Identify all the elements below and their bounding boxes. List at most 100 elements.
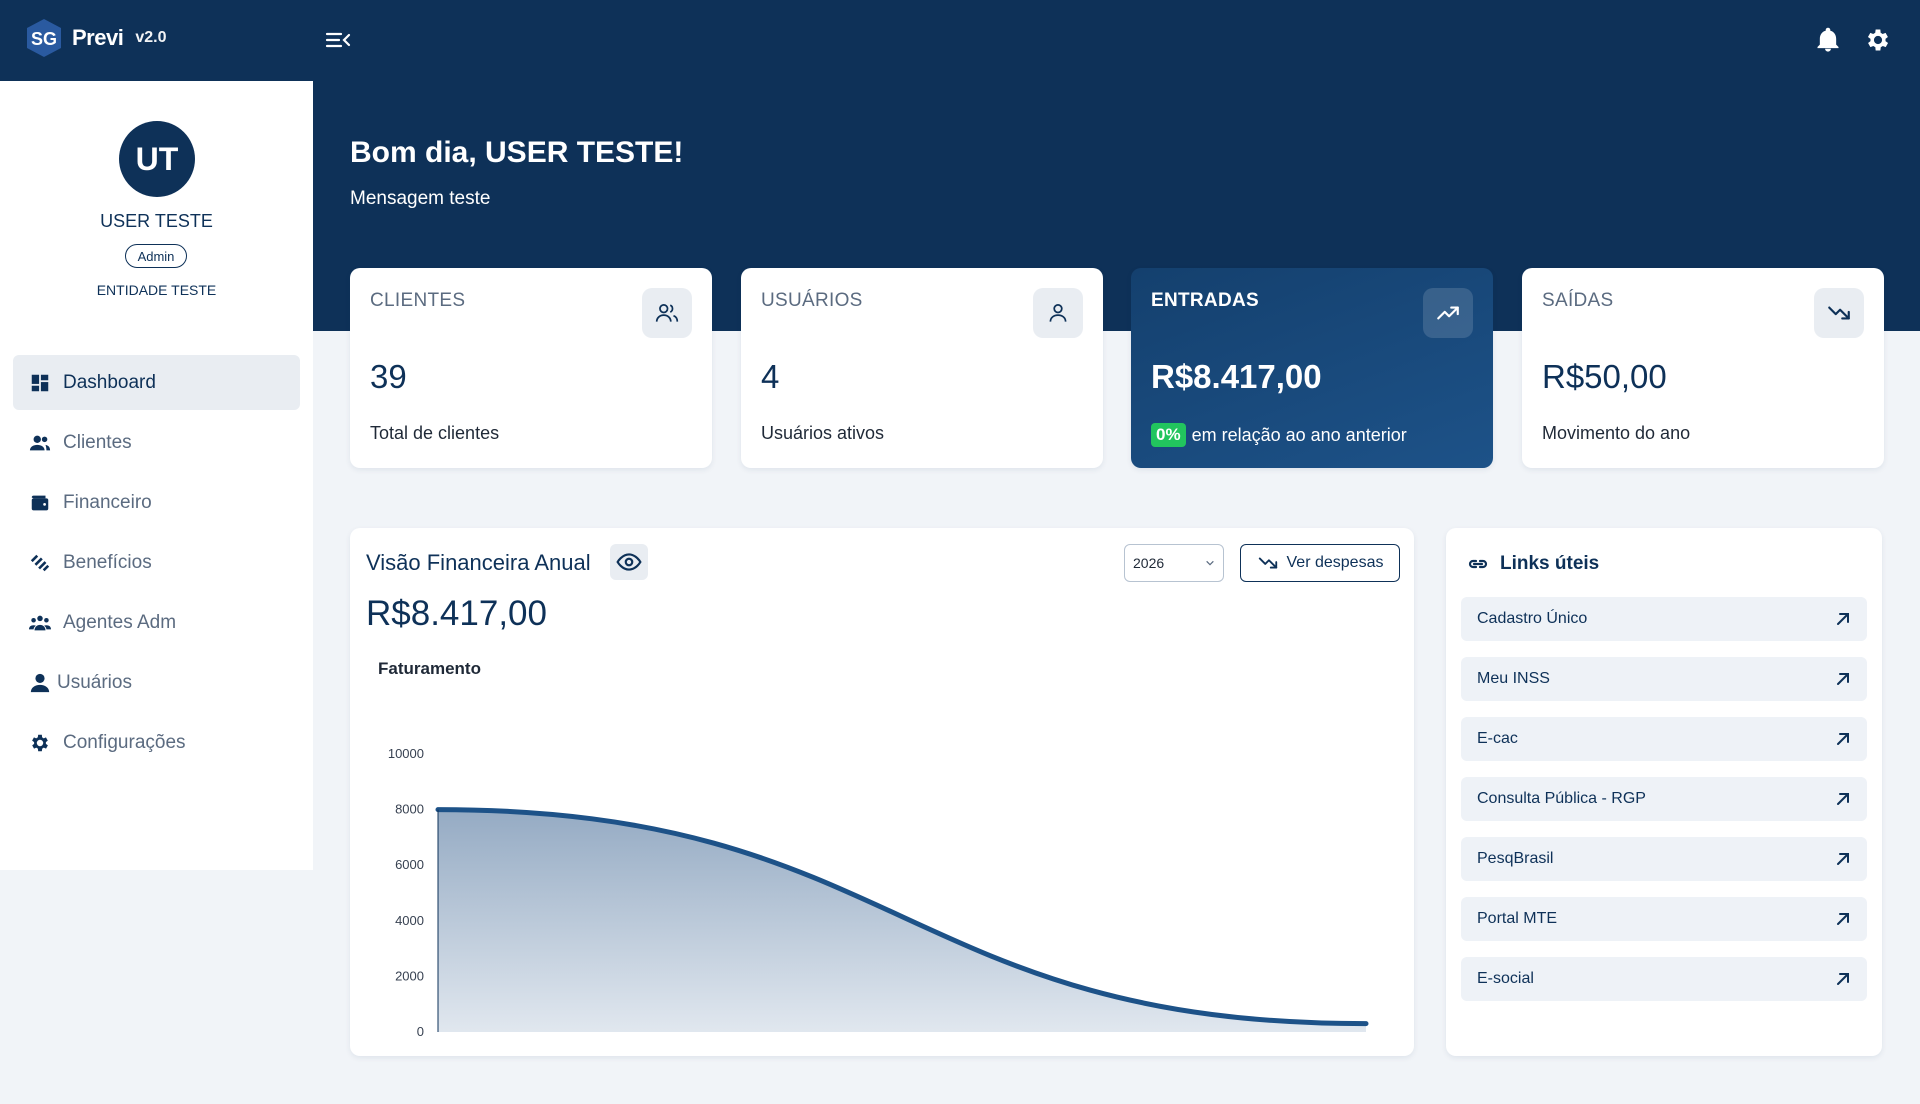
card-subtitle: Usuários ativos: [761, 423, 885, 443]
link-cadastro-unico[interactable]: Cadastro Único: [1461, 597, 1867, 641]
link-consulta-publica-rgp[interactable]: Consulta Pública - RGP: [1461, 777, 1867, 821]
sidebar-item-usuarios[interactable]: Usuários: [13, 655, 300, 710]
external-link-icon: [1837, 673, 1849, 685]
sidebar-item-label: Configurações: [63, 731, 186, 753]
gear-icon[interactable]: [1864, 26, 1892, 54]
bell-icon[interactable]: [1814, 26, 1842, 54]
card-title: ENTRADAS: [1151, 290, 1259, 311]
external-link-icon: [1837, 853, 1849, 865]
link-label: Portal MTE: [1477, 910, 1558, 927]
external-link-icon: [1837, 793, 1849, 805]
sidebar-item-agentes-adm[interactable]: Agentes Adm: [13, 595, 300, 650]
user-entity: ENTIDADE TESTE: [96, 282, 217, 298]
card-title: USUÁRIOS: [761, 290, 863, 311]
links-title: Links úteis: [1500, 553, 1600, 574]
view-expenses-label: Ver despesas: [1286, 554, 1384, 571]
agents-icon: [29, 615, 51, 630]
chart-title: Faturamento: [378, 659, 481, 678]
y-tick-label: 2000: [395, 968, 424, 983]
sidebar: UT USER TESTE Admin ENTIDADE TESTE Dashb…: [0, 81, 313, 870]
benefits-icon: [30, 554, 50, 571]
wallet-icon: [31, 495, 49, 510]
sidebar-item-label: Agentes Adm: [63, 611, 177, 633]
external-link-icon: [1837, 913, 1849, 925]
dashboard-icon: [31, 374, 49, 391]
link-portal-mte[interactable]: Portal MTE: [1461, 897, 1867, 941]
sidebar-item-dashboard[interactable]: Dashboard: [13, 355, 300, 410]
chart-area: [438, 809, 1366, 1032]
role-badge: Admin: [125, 244, 187, 268]
toggle-visibility-button[interactable]: [610, 544, 648, 580]
avatar[interactable]: UT: [119, 121, 195, 197]
eye-icon: [616, 553, 642, 571]
stat-card-usuarios: USUÁRIOS 4 Usuários ativos: [741, 268, 1103, 468]
link-e-social[interactable]: E-social: [1461, 957, 1867, 1001]
sidebar-item-financeiro[interactable]: Financeiro: [13, 475, 300, 530]
trend-down-icon: [1258, 557, 1277, 569]
view-expenses-button[interactable]: Ver despesas: [1240, 544, 1400, 582]
card-title: CLIENTES: [370, 290, 466, 311]
y-tick-label: 4000: [395, 913, 424, 928]
link-label: E-cac: [1477, 730, 1518, 747]
card-value: R$50,00: [1542, 358, 1667, 395]
y-tick-label: 0: [417, 1024, 424, 1039]
year-select[interactable]: 2026: [1124, 544, 1224, 582]
stat-card-entradas: ENTRADAS R$8.417,00 0% em relação ao ano…: [1131, 268, 1493, 468]
sidebar-item-label: Financeiro: [63, 491, 152, 513]
card-value: R$8.417,00: [1151, 358, 1322, 395]
logo-mark-icon: SG: [24, 18, 64, 58]
trend-up-icon: [1423, 288, 1473, 338]
card-value: 4: [761, 358, 780, 395]
y-tick-label: 8000: [395, 802, 424, 817]
user-icon: [30, 673, 50, 692]
finance-title: Visão Financeira Anual: [366, 550, 591, 575]
gear-icon: [32, 734, 48, 751]
app-logo[interactable]: SG Previ v2.0: [24, 18, 166, 58]
external-link-icon: [1837, 973, 1849, 985]
link-pesqbrasil[interactable]: PesqBrasil: [1461, 837, 1867, 881]
finance-total: R$8.417,00: [366, 594, 547, 633]
chevron-down-icon: [1206, 560, 1214, 566]
y-tick-label: 6000: [395, 857, 424, 872]
card-subtitle: Movimento do ano: [1542, 423, 1691, 443]
sidebar-item-clientes[interactable]: Clientes: [13, 415, 300, 470]
external-link-icon: [1837, 613, 1849, 625]
chart-series-line: [435, 807, 1369, 1027]
menu-toggle-icon[interactable]: [324, 28, 352, 52]
sidebar-item-configuracoes[interactable]: Configurações: [13, 715, 300, 770]
trend-down-icon: [1814, 288, 1864, 338]
link-label: Meu INSS: [1477, 670, 1550, 687]
link-meu-inss[interactable]: Meu INSS: [1461, 657, 1867, 701]
sidebar-item-label: Clientes: [63, 431, 132, 453]
app-name: Previ: [72, 25, 124, 50]
app-version: v2.0: [135, 29, 167, 46]
top-bar: SG Previ v2.0: [0, 0, 1920, 81]
link-label: Cadastro Único: [1477, 610, 1588, 627]
year-select-value: 2026: [1133, 555, 1165, 571]
card-value: 39: [370, 358, 407, 395]
stat-card-saidas: SAÍDAS R$50,00 Movimento do ano: [1522, 268, 1884, 468]
finance-panel: Visão Financeira Anual R$8.417,00 2026 V…: [350, 528, 1414, 1065]
user-outline-icon: [1033, 288, 1083, 338]
user-name: USER TESTE: [100, 211, 213, 231]
useful-links-panel: Links úteis Cadastro Único Meu INSS E-ca…: [1446, 528, 1882, 1056]
external-link-icon: [1837, 733, 1849, 745]
svg-text:SG: SG: [31, 29, 57, 49]
link-label: PesqBrasil: [1477, 850, 1554, 867]
users-outline-icon: [642, 288, 692, 338]
greeting-message: Mensagem teste: [350, 188, 491, 209]
greeting-title: Bom dia, USER TESTE!: [350, 136, 684, 169]
sidebar-item-beneficios[interactable]: Benefícios: [13, 535, 300, 590]
link-label: Consulta Pública - RGP: [1477, 790, 1646, 807]
card-title: SAÍDAS: [1542, 290, 1614, 311]
sidebar-item-label: Usuários: [57, 671, 132, 693]
card-subtitle: em relação ao ano anterior: [1191, 424, 1407, 445]
card-subtitle: Total de clientes: [370, 423, 500, 443]
link-label: E-social: [1477, 970, 1534, 987]
sidebar-nav: Dashboard Clientes Financeiro Benefícios…: [13, 355, 300, 775]
sidebar-item-label: Dashboard: [63, 371, 156, 393]
link-e-cac[interactable]: E-cac: [1461, 717, 1867, 761]
stat-card-clientes: CLIENTES 39 Total de clientes: [350, 268, 712, 468]
percent-badge: 0%: [1151, 423, 1186, 447]
